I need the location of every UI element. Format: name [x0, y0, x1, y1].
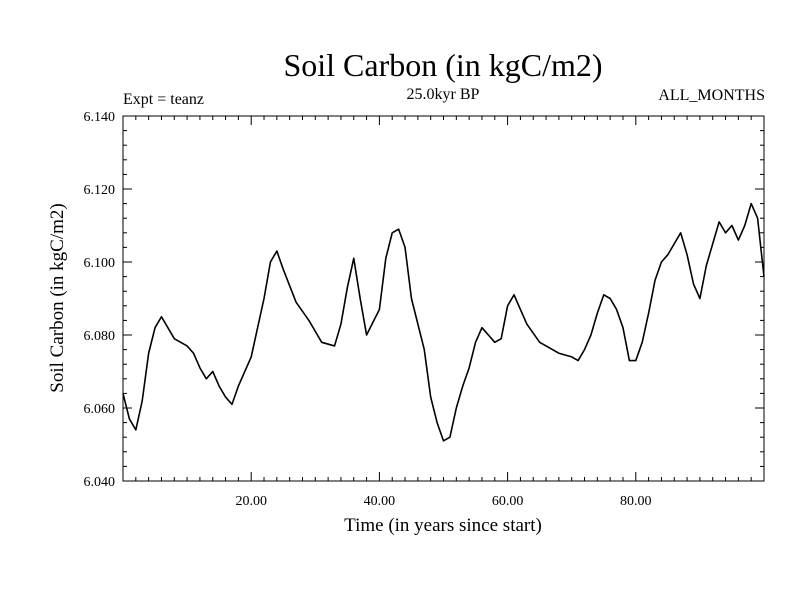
chart-title: Soil Carbon (in kgC/m2) [283, 47, 602, 83]
y-tick-label: 6.060 [84, 402, 116, 417]
y-tick-labels: 6.040 6.060 6.080 6.100 6.120 6.140 [84, 110, 116, 490]
y-tick-label: 6.100 [84, 256, 116, 271]
y-tick-label: 6.140 [84, 110, 116, 125]
experiment-label: Expt = teanz [123, 91, 204, 108]
x-tick-label: 40.00 [364, 494, 396, 509]
axis-ticks [123, 116, 764, 481]
y-axis-label: Soil Carbon (in kgC/m2) [47, 203, 68, 392]
x-axis-label: Time (in years since start) [344, 515, 542, 536]
x-tick-label: 80.00 [620, 494, 652, 509]
x-tick-label: 60.00 [492, 494, 524, 509]
x-tick-label: 20.00 [235, 494, 267, 509]
y-tick-label: 6.080 [84, 329, 116, 344]
y-tick-label: 6.120 [84, 183, 116, 198]
months-label: ALL_MONTHS [658, 87, 765, 104]
chart-subtitle: 25.0kyr BP [407, 86, 480, 103]
x-tick-labels: 20.00 40.00 60.00 80.00 [235, 494, 651, 509]
plot-frame [122, 115, 765, 482]
soil-carbon-series-line [122, 202, 765, 442]
y-tick-label: 6.040 [84, 475, 116, 490]
